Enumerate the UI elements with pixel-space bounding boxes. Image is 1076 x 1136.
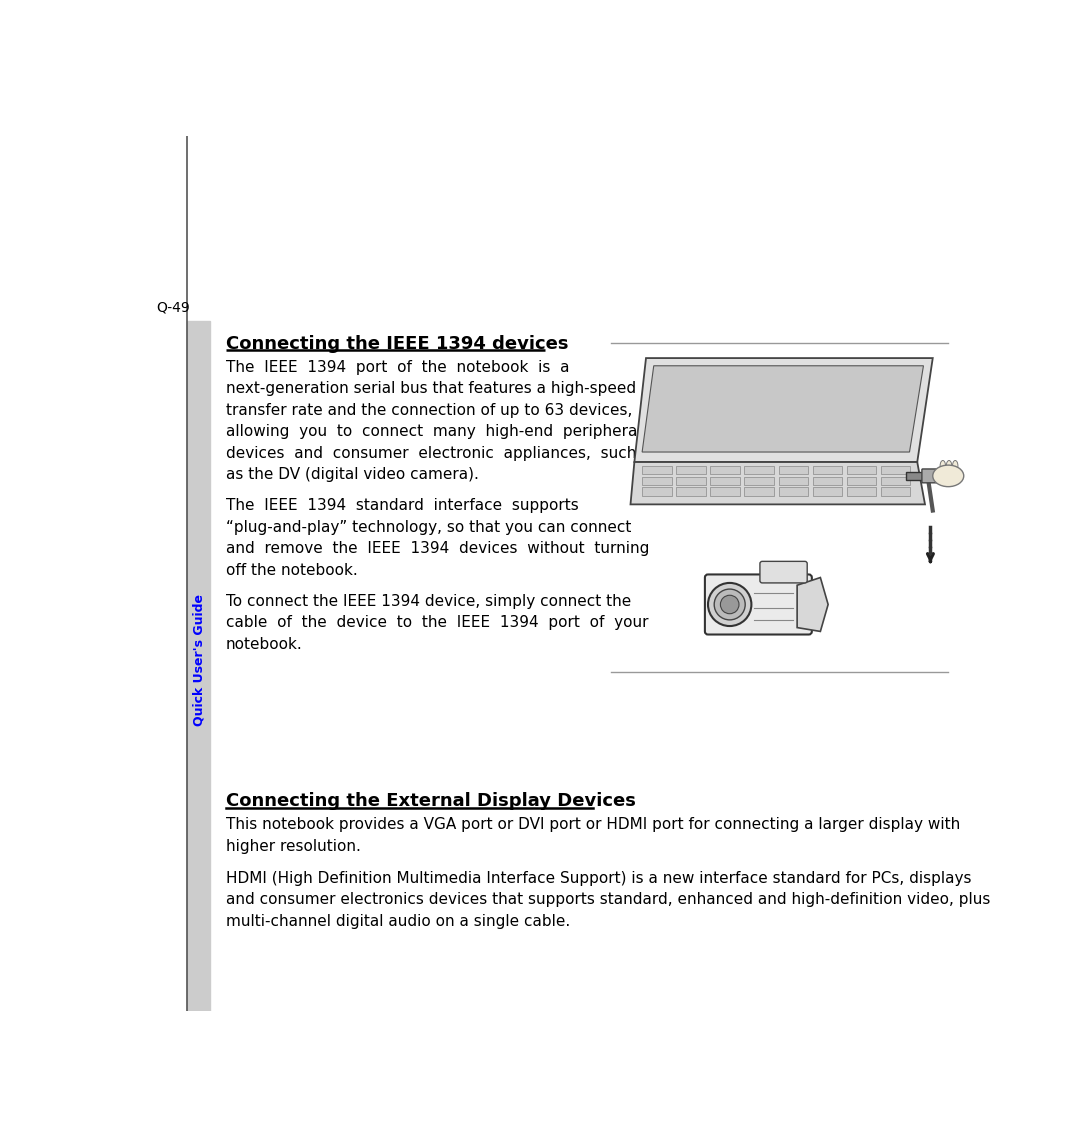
Ellipse shape xyxy=(952,460,958,471)
Ellipse shape xyxy=(933,465,964,486)
Bar xyxy=(745,487,774,496)
Polygon shape xyxy=(635,358,933,462)
Text: and consumer electronics devices that supports standard, enhanced and high-defin: and consumer electronics devices that su… xyxy=(226,893,990,908)
Bar xyxy=(642,487,671,496)
Text: multi-channel digital audio on a single cable.: multi-channel digital audio on a single … xyxy=(226,914,570,929)
Text: The  IEEE  1394  standard  interface  supports: The IEEE 1394 standard interface support… xyxy=(226,499,579,513)
Polygon shape xyxy=(797,577,829,632)
Text: off the notebook.: off the notebook. xyxy=(226,563,357,578)
Bar xyxy=(812,487,843,496)
FancyBboxPatch shape xyxy=(760,561,807,583)
Text: To connect the IEEE 1394 device, simply connect the: To connect the IEEE 1394 device, simply … xyxy=(226,594,632,609)
Ellipse shape xyxy=(946,460,952,471)
Bar xyxy=(812,466,843,475)
Text: Quick User's Guide: Quick User's Guide xyxy=(193,594,206,726)
FancyBboxPatch shape xyxy=(922,469,937,483)
Text: Connecting the IEEE 1394 devices: Connecting the IEEE 1394 devices xyxy=(226,335,568,353)
Bar xyxy=(779,466,808,475)
Bar xyxy=(710,487,740,496)
Circle shape xyxy=(721,595,739,613)
Text: higher resolution.: higher resolution. xyxy=(226,838,360,853)
Text: devices  and  consumer  electronic  appliances,  such: devices and consumer electronic applianc… xyxy=(226,445,636,461)
Bar xyxy=(676,477,706,485)
Bar xyxy=(710,477,740,485)
Text: next-generation serial bus that features a high-speed: next-generation serial bus that features… xyxy=(226,382,636,396)
Text: Connecting the External Display Devices: Connecting the External Display Devices xyxy=(226,792,636,810)
Bar xyxy=(847,466,876,475)
Bar xyxy=(779,477,808,485)
Bar xyxy=(676,487,706,496)
Bar xyxy=(881,477,910,485)
Circle shape xyxy=(708,583,751,626)
Text: and  remove  the  IEEE  1394  devices  without  turning: and remove the IEEE 1394 devices without… xyxy=(226,542,649,557)
Text: notebook.: notebook. xyxy=(226,637,302,652)
Text: allowing  you  to  connect  many  high-end  peripheral: allowing you to connect many high-end pe… xyxy=(226,425,641,440)
Text: The  IEEE  1394  port  of  the  notebook  is  a: The IEEE 1394 port of the notebook is a xyxy=(226,360,569,375)
Bar xyxy=(906,473,925,479)
Bar xyxy=(642,477,671,485)
Bar xyxy=(676,466,706,475)
Text: as the DV (digital video camera).: as the DV (digital video camera). xyxy=(226,467,479,483)
Bar xyxy=(779,487,808,496)
Text: cable  of  the  device  to  the  IEEE  1394  port  of  your: cable of the device to the IEEE 1394 por… xyxy=(226,616,649,630)
Bar xyxy=(745,477,774,485)
Text: Q-49: Q-49 xyxy=(156,300,190,315)
Ellipse shape xyxy=(940,460,946,471)
Circle shape xyxy=(714,590,746,620)
Text: transfer rate and the connection of up to 63 devices,: transfer rate and the connection of up t… xyxy=(226,403,633,418)
Bar xyxy=(710,466,740,475)
Bar xyxy=(847,487,876,496)
Polygon shape xyxy=(631,462,925,504)
FancyBboxPatch shape xyxy=(705,575,812,635)
Bar xyxy=(642,466,671,475)
Bar xyxy=(881,487,910,496)
Bar xyxy=(881,466,910,475)
Polygon shape xyxy=(642,366,923,452)
Bar xyxy=(847,477,876,485)
Bar xyxy=(812,477,843,485)
Bar xyxy=(745,466,774,475)
Text: “plug-and-play” technology, so that you can connect: “plug-and-play” technology, so that you … xyxy=(226,520,632,535)
Text: HDMI (High Definition Multimedia Interface Support) is a new interface standard : HDMI (High Definition Multimedia Interfa… xyxy=(226,871,972,886)
Bar xyxy=(187,321,211,1011)
Text: This notebook provides a VGA port or DVI port or HDMI port for connecting a larg: This notebook provides a VGA port or DVI… xyxy=(226,817,960,832)
